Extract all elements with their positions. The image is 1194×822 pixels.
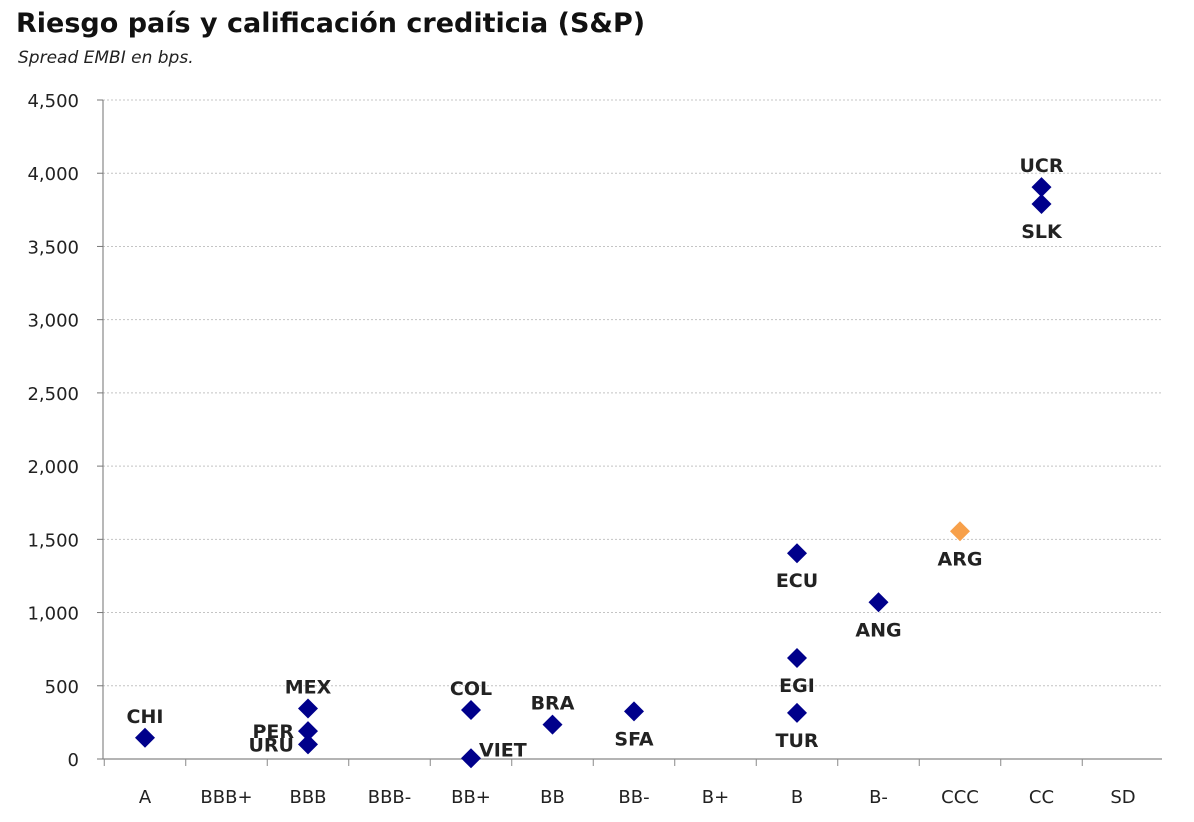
x-tick-label: B+ — [702, 787, 729, 808]
data-point-arg — [950, 521, 970, 542]
data-label-ucr: UCR — [1019, 155, 1063, 177]
data-point-uru — [298, 734, 318, 755]
y-tick-label: 4,000 — [27, 164, 79, 185]
data-point-mex — [298, 698, 318, 719]
x-tick-label: A — [139, 787, 152, 808]
y-tick-label: 3,000 — [27, 311, 79, 332]
data-label-per: PER — [252, 721, 294, 743]
x-tick-label: BBB+ — [200, 787, 252, 808]
data-point-ecu — [787, 543, 807, 564]
x-tick-label: B — [791, 787, 803, 808]
data-label-bra: BRA — [531, 693, 575, 715]
x-tick-label: BB — [540, 787, 565, 808]
x-tick-label: BBB- — [368, 787, 412, 808]
y-tick-label: 1,000 — [27, 604, 79, 625]
data-point-per — [298, 721, 318, 742]
data-label-slk: SLK — [1021, 221, 1063, 243]
data-label-viet: VIET — [479, 739, 527, 761]
data-point-tur — [787, 702, 807, 723]
chart-subtitle: Spread EMBI en bps. — [18, 48, 194, 68]
data-point-sfa — [624, 701, 644, 722]
data-point-ang — [868, 592, 889, 613]
y-tick-label: 3,500 — [27, 237, 79, 258]
data-label-ang: ANG — [855, 619, 901, 641]
data-point-col — [461, 699, 481, 720]
data-label-ecu: ECU — [776, 570, 818, 592]
data-point-egi — [787, 647, 807, 668]
y-tick-label: 2,000 — [27, 457, 79, 478]
y-tick-label: 500 — [45, 677, 79, 698]
x-tick-label: BB+ — [451, 787, 491, 808]
gridlines — [103, 99, 1162, 687]
data-point-viet — [461, 748, 481, 769]
chart-title: Riesgo país y calificación crediticia (S… — [16, 8, 646, 39]
data-label-egi: EGI — [779, 675, 815, 697]
x-tick-label: SD — [1110, 787, 1135, 808]
data-point-slk — [1031, 193, 1052, 214]
y-tick-label: 0 — [68, 750, 79, 771]
x-tick-label: B- — [869, 787, 888, 808]
data-point-bra — [542, 714, 563, 735]
y-tick-label: 4,500 — [27, 91, 79, 112]
x-tick-label: BB- — [618, 787, 649, 808]
data-label-col: COL — [450, 678, 492, 700]
data-label-chi: CHI — [127, 706, 164, 728]
data-label-sfa: SFA — [614, 728, 653, 750]
x-tick-label: BBB — [289, 787, 326, 808]
data-point-ucr — [1031, 177, 1052, 198]
x-axis-ticks: A BBB+ BBB BBB- BB+ BB BB- B+ B B- CCC CC SD — [103, 759, 1136, 808]
data-label-mex: MEX — [285, 676, 332, 698]
y-tick-label: 2,500 — [27, 384, 79, 405]
data-label-uru: URU — [249, 734, 295, 756]
data-label-tur: TUR — [775, 730, 818, 752]
x-tick-label: CC — [1029, 787, 1054, 808]
data-points — [135, 177, 1052, 769]
data-point-chi — [135, 727, 155, 748]
y-tick-label: 1,500 — [27, 530, 79, 551]
data-label-arg: ARG — [938, 548, 983, 570]
x-tick-label: CCC — [941, 787, 979, 808]
axes — [102, 100, 1162, 760]
y-axis-ticks: 0 500 1,000 1,500 2,000 2,500 3,000 3,500 4,000 4… — [27, 91, 103, 771]
